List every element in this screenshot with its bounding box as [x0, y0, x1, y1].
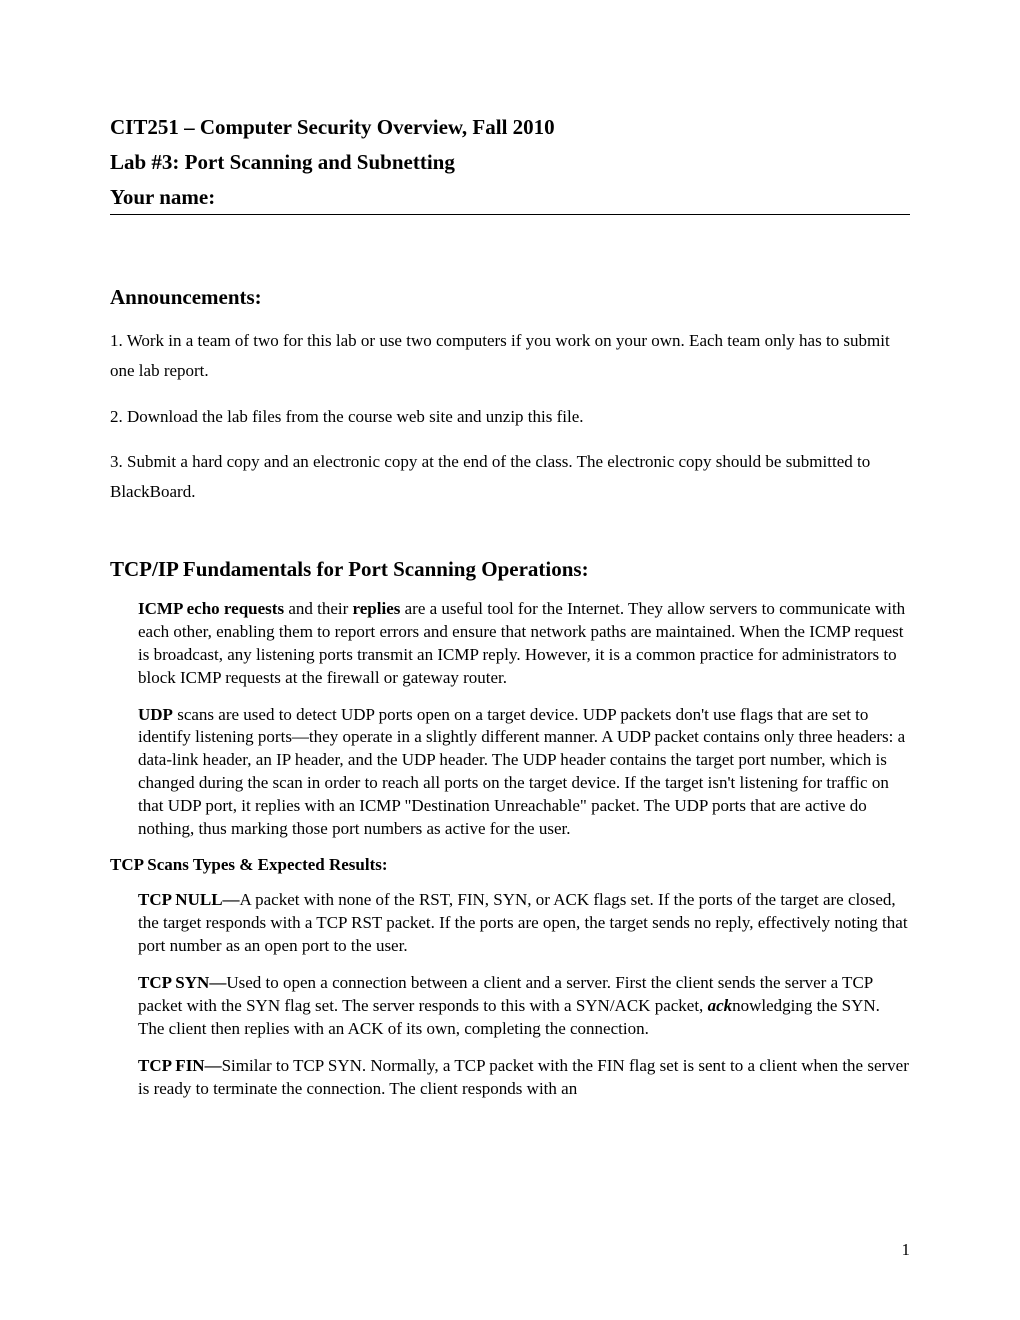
announcement-item: 2. Download the lab files from the cours…: [110, 402, 910, 432]
announcements-heading: Announcements:: [110, 285, 910, 310]
italic-text: ack: [708, 996, 733, 1015]
course-title: CIT251 – Computer Security Overview, Fal…: [110, 115, 910, 140]
tcp-fin-paragraph: TCP FIN—Similar to TCP SYN. Normally, a …: [138, 1055, 910, 1101]
bold-text: ICMP echo requests: [138, 599, 284, 618]
header-section: CIT251 – Computer Security Overview, Fal…: [110, 115, 910, 215]
text: A packet with none of the RST, FIN, SYN,…: [138, 890, 908, 955]
tcp-heading: TCP/IP Fundamentals for Port Scanning Op…: [110, 557, 910, 582]
bold-text: UDP: [138, 705, 173, 724]
page-number: 1: [902, 1240, 911, 1260]
tcp-syn-paragraph: TCP SYN—Used to open a connection betwee…: [138, 972, 910, 1041]
announcement-item: 1. Work in a team of two for this lab or…: [110, 326, 910, 386]
bold-text: replies: [353, 599, 401, 618]
tcp-null-paragraph: TCP NULL—A packet with none of the RST, …: [138, 889, 910, 958]
icmp-paragraph: ICMP echo requests and their replies are…: [138, 598, 910, 690]
scan-types-heading: TCP Scans Types & Expected Results:: [110, 855, 910, 875]
udp-paragraph: UDP scans are used to detect UDP ports o…: [138, 704, 910, 842]
bold-text: TCP NULL—: [138, 890, 240, 909]
content-block: ICMP echo requests and their replies are…: [138, 598, 910, 841]
announcement-item: 3. Submit a hard copy and an electronic …: [110, 447, 910, 507]
name-label: Your name:: [110, 185, 910, 215]
lab-title: Lab #3: Port Scanning and Subnetting: [110, 150, 910, 175]
content-block: TCP NULL—A packet with none of the RST, …: [138, 889, 910, 1101]
bold-text: TCP FIN—: [138, 1056, 222, 1075]
text: Similar to TCP SYN. Normally, a TCP pack…: [138, 1056, 909, 1098]
text: scans are used to detect UDP ports open …: [138, 705, 905, 839]
announcements-section: Announcements: 1. Work in a team of two …: [110, 285, 910, 507]
text: and their: [284, 599, 352, 618]
bold-text: TCP SYN—: [138, 973, 226, 992]
tcp-section: TCP/IP Fundamentals for Port Scanning Op…: [110, 557, 910, 1101]
